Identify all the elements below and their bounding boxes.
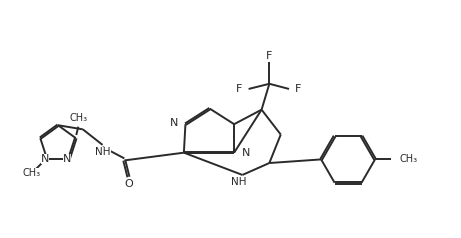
Text: N: N [41,154,49,164]
Text: CH₃: CH₃ [23,168,41,178]
Text: F: F [295,84,301,94]
Text: N: N [170,118,178,128]
Text: NH: NH [95,147,111,157]
Text: F: F [236,84,242,94]
Text: NH: NH [230,177,246,187]
Text: N: N [242,148,250,158]
Text: O: O [124,179,133,189]
Text: N: N [63,154,71,164]
Text: CH₃: CH₃ [400,154,418,164]
Text: F: F [266,51,272,61]
Text: CH₃: CH₃ [69,114,88,124]
